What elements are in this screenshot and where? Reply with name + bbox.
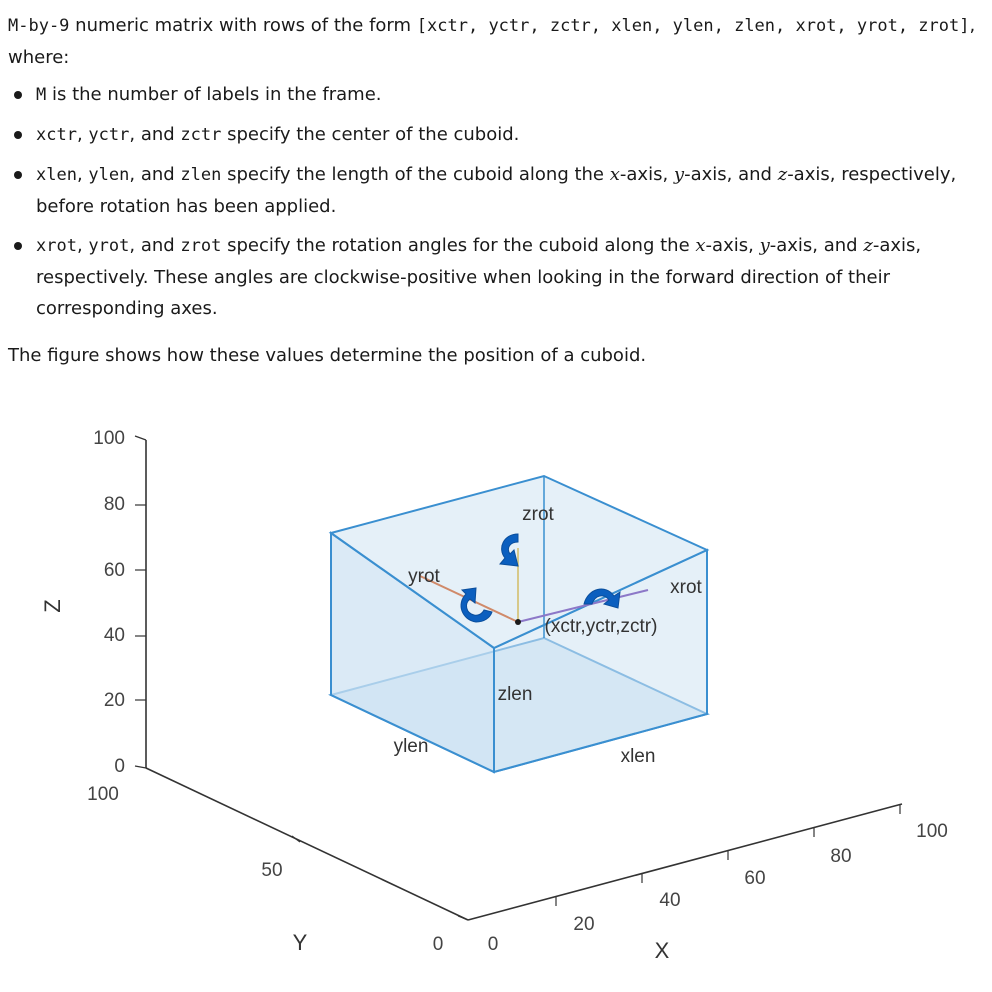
x-tick-label: 0 xyxy=(488,934,499,955)
yrot-label: yrot xyxy=(408,566,440,587)
axis-z-italic: z xyxy=(777,164,788,185)
bullet-ctr-text: specify the center of the cuboid. xyxy=(227,124,520,145)
axis-y-italic: y xyxy=(673,164,685,185)
axis-suffix: -axis, respectively, before rotation has… xyxy=(36,164,957,217)
z-tick-label: 80 xyxy=(104,494,125,515)
z-tick xyxy=(134,435,147,441)
cuboid-figure: 100 80 60 40 20 0 100 50 0 0 20 40 60 80… xyxy=(40,428,948,963)
x-tick-label: 100 xyxy=(916,821,948,842)
bullet-m-text: is the number of labels in the frame. xyxy=(51,84,382,105)
y-tick-label: 0 xyxy=(433,934,444,955)
bullet-dot xyxy=(14,171,22,179)
x-axis-line xyxy=(467,803,903,921)
axes: 100 80 60 40 20 0 100 50 0 0 20 40 60 80… xyxy=(40,428,948,963)
document-body: M-by-9 numeric matrix with rows of the f… xyxy=(8,10,980,332)
y-axis-line xyxy=(145,767,469,921)
y-tick xyxy=(291,835,301,843)
intro-where: , where: xyxy=(8,15,976,68)
bullet-rot: xrot, yrot, and zrot specify the rotatio… xyxy=(8,230,980,324)
intro-paragraph: M-by-9 numeric matrix with rows of the f… xyxy=(8,10,980,73)
code-xctr: xctr xyxy=(36,125,77,145)
zrot-label: zrot xyxy=(522,504,554,525)
zlen-label: zlen xyxy=(498,684,533,705)
z-tick-label: 0 xyxy=(114,756,125,777)
code-zctr: zctr xyxy=(180,125,222,145)
bullet-len: xlen, ylen, and zlen specify the length … xyxy=(8,159,980,222)
y-tick-label: 50 xyxy=(261,860,282,881)
zrot-arrow-icon xyxy=(499,533,519,567)
axis-z-italic: z xyxy=(863,235,873,256)
code-yrot: yrot xyxy=(88,236,130,256)
z-axis-label: Z xyxy=(40,599,65,612)
x-tick-label: 80 xyxy=(830,846,851,867)
separator: , xyxy=(76,235,83,256)
axis-suffix: -axis, and xyxy=(684,164,772,185)
code-zrot: zrot xyxy=(180,236,222,256)
z-tick-label: 20 xyxy=(104,690,125,711)
intro-lead: numeric matrix with rows of the form xyxy=(75,15,412,36)
intro-row-form: [xctr, yctr, zctr, xlen, ylen, zlen, xro… xyxy=(416,16,970,36)
bullet-dot xyxy=(14,242,22,250)
axis-suffix: -axis, respectively. These angles are cl… xyxy=(36,235,922,319)
xlen-label: xlen xyxy=(621,746,656,767)
code-ylen: ylen xyxy=(88,165,130,185)
bullet-m: M is the number of labels in the frame. xyxy=(8,79,980,111)
center-label: (xctr,yctr,zctr) xyxy=(545,616,658,637)
separator: , and xyxy=(129,124,175,145)
x-axis-label: X xyxy=(655,938,670,963)
xrot-label: xrot xyxy=(670,577,702,598)
x-tick-label: 60 xyxy=(744,868,765,889)
axis-x-italic: x xyxy=(609,164,620,185)
bullet-ctr: xctr, yctr, and zctr specify the center … xyxy=(8,119,980,151)
z-tick xyxy=(134,765,147,769)
bullet-dot xyxy=(14,131,22,139)
center-point xyxy=(515,619,521,625)
bullet-rot-text: specify the rotation angles for the cubo… xyxy=(227,235,690,256)
code-xlen: xlen xyxy=(36,165,77,185)
ylen-label: ylen xyxy=(394,736,429,757)
code-yctr: yctr xyxy=(88,125,130,145)
separator: , xyxy=(76,124,83,145)
x-tick-label: 40 xyxy=(659,890,680,911)
y-axis-label: Y xyxy=(293,930,308,955)
code-zlen: zlen xyxy=(180,165,222,185)
axis-suffix: -axis, xyxy=(619,164,669,185)
separator: , and xyxy=(129,164,175,185)
y-tick-label: 100 xyxy=(87,784,119,805)
y-tick xyxy=(457,915,469,921)
x-tick-label: 20 xyxy=(573,914,594,935)
cuboid: zrot yrot xrot (xctr,yctr,zctr) zlen yle… xyxy=(328,474,710,774)
axis-y-italic: y xyxy=(759,235,770,256)
z-tick-label: 100 xyxy=(93,428,125,449)
figure-caption: The figure shows how these values determ… xyxy=(8,345,647,366)
separator: , and xyxy=(129,235,175,256)
code-xrot: xrot xyxy=(36,236,77,256)
bullet-len-text: specify the length of the cuboid along t… xyxy=(227,164,605,185)
z-tick-label: 40 xyxy=(104,625,125,646)
z-tick-label: 60 xyxy=(104,560,125,581)
code-m: M xyxy=(36,85,47,105)
intro-m-by-9: M-by-9 xyxy=(8,16,70,36)
axis-x-italic: x xyxy=(695,235,706,256)
xrot-arrow-icon xyxy=(583,588,621,609)
definition-list: M is the number of labels in the frame. … xyxy=(8,79,980,324)
axis-suffix: -axis, and xyxy=(769,235,858,256)
axis-suffix: -axis, xyxy=(705,235,754,256)
separator: , xyxy=(76,164,83,185)
yrot-arrow-icon xyxy=(460,587,493,623)
bullet-dot xyxy=(14,91,22,99)
xrot-axis-line xyxy=(517,589,649,623)
